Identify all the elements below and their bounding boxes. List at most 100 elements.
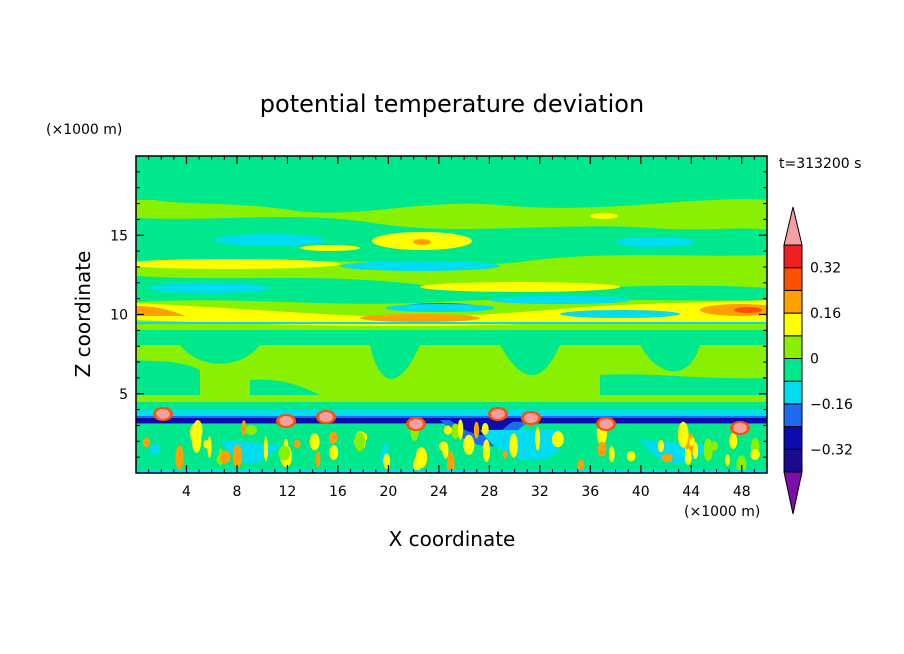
field-green-plume bbox=[136, 360, 200, 395]
field-cyan-patch bbox=[615, 237, 695, 247]
turbulence-cell bbox=[446, 451, 455, 473]
x-tick-label: 20 bbox=[379, 484, 397, 500]
y-axis: 5 10 15 bbox=[110, 171, 767, 458]
x-tick-label: 8 bbox=[232, 484, 241, 500]
colorbar-segment bbox=[783, 267, 803, 291]
field-red-patch bbox=[734, 307, 762, 313]
x-axis-label: X coordinate bbox=[389, 527, 516, 551]
colorbar-segment bbox=[783, 426, 803, 450]
y-tick-label: 10 bbox=[110, 308, 128, 324]
turbulence-cell bbox=[661, 453, 673, 463]
field-cyan-patch bbox=[560, 310, 680, 318]
turbulence-cell bbox=[509, 433, 518, 458]
field-green-plume bbox=[600, 374, 767, 395]
field-tropopause-line bbox=[136, 322, 767, 324]
colorbar: −0.32 −0.16 0 0.16 0.32 bbox=[783, 206, 853, 515]
turbulence-cell bbox=[657, 439, 665, 453]
turbulence-cell bbox=[703, 438, 713, 462]
turbulence-cell bbox=[142, 437, 151, 448]
turbulence-cell bbox=[232, 444, 243, 469]
field-yellow-patch bbox=[590, 213, 618, 219]
warm-plume-core bbox=[156, 409, 170, 419]
field-tropopause-orange bbox=[136, 306, 185, 316]
colorbar-segment bbox=[783, 403, 803, 428]
colorbar-segment bbox=[783, 335, 803, 359]
turbulence-cell bbox=[502, 450, 508, 459]
turbulence-cell bbox=[329, 445, 339, 460]
boundary-layer-marks bbox=[142, 407, 760, 473]
turbulence-cell bbox=[688, 437, 695, 447]
x-tick-label: 32 bbox=[531, 484, 549, 500]
turbulence-cell bbox=[481, 423, 489, 435]
colorbar-tick-label: 0.16 bbox=[810, 306, 841, 322]
turbulence-cell bbox=[482, 439, 490, 463]
x-axis: 4 8 12 16 20 24 28 32 36 40 44 48 bbox=[148, 156, 755, 500]
x-tick-label: 24 bbox=[430, 484, 448, 500]
warm-plume-core bbox=[491, 409, 505, 419]
colorbar-segment bbox=[783, 244, 803, 269]
field-cyan-pool bbox=[480, 430, 560, 461]
field-orange-patch bbox=[413, 239, 431, 245]
turbulence-cell bbox=[551, 431, 564, 448]
turbulence-cell bbox=[463, 434, 475, 455]
turbulence-cell bbox=[383, 453, 391, 469]
turbulence-cell bbox=[245, 424, 257, 436]
time-label: t=313200 s bbox=[779, 156, 861, 172]
field-yellow-patch bbox=[300, 245, 360, 251]
turbulence-cell bbox=[354, 432, 366, 452]
field-yellow-patch bbox=[136, 259, 340, 269]
turbulence-cell bbox=[328, 431, 338, 444]
field-cyan-patch bbox=[340, 261, 500, 271]
turbulence-cell bbox=[241, 420, 247, 436]
field-cyan-patch bbox=[215, 234, 325, 246]
x-unit-label: (×1000 m) bbox=[684, 504, 760, 520]
field-cyan-patch bbox=[490, 296, 630, 304]
x-tick-label: 44 bbox=[682, 484, 700, 500]
colorbar-segment bbox=[783, 289, 803, 314]
turbulence-cell bbox=[293, 439, 301, 449]
field-orange-patch bbox=[360, 314, 480, 322]
colorbar-tick-label: 0 bbox=[810, 352, 819, 368]
turbulence-cell bbox=[309, 433, 320, 451]
turbulence-cell bbox=[626, 451, 636, 462]
field-tropopause-yellow bbox=[136, 300, 767, 327]
turbulence-cell bbox=[457, 419, 464, 440]
contour-field bbox=[136, 156, 767, 473]
colorbar-extend-low bbox=[783, 471, 803, 515]
field-green-plume bbox=[250, 379, 320, 395]
turbulence-cell bbox=[203, 439, 211, 449]
turbulence-cell bbox=[149, 444, 161, 455]
turbulence-cell bbox=[415, 447, 428, 469]
colorbar-segment bbox=[783, 448, 803, 473]
turbulence-cell bbox=[451, 423, 460, 439]
turbulence-cell bbox=[677, 421, 689, 448]
field-green-plume bbox=[136, 330, 767, 379]
field-boundary-cyan bbox=[136, 410, 767, 418]
colorbar-tick-label: −0.32 bbox=[810, 442, 853, 458]
field-orange-patch bbox=[700, 304, 767, 316]
warm-plume-core bbox=[599, 419, 613, 429]
turbulence-cell bbox=[439, 441, 449, 452]
turbulence-cell bbox=[263, 436, 268, 462]
warm-plume-core bbox=[279, 416, 293, 426]
turbulence-cell bbox=[692, 442, 699, 460]
turbulence-cell bbox=[577, 459, 585, 473]
turbulence-cell bbox=[219, 450, 231, 464]
field-yellow-patch bbox=[420, 282, 620, 292]
x-tick-label: 48 bbox=[733, 484, 751, 500]
x-tick-label: 40 bbox=[632, 484, 650, 500]
turbulence-cell bbox=[191, 427, 202, 453]
turbulence-cell bbox=[175, 445, 184, 470]
colorbar-tick-label: 0.32 bbox=[810, 261, 841, 277]
turbulence-cell bbox=[473, 421, 480, 439]
turbulence-cell bbox=[729, 433, 738, 449]
turbulence-cell bbox=[710, 441, 719, 451]
warm-plume-core bbox=[409, 419, 423, 429]
colorbar-tick-label: −0.16 bbox=[810, 397, 853, 413]
turbulence-cell bbox=[608, 446, 615, 463]
field-band-green-top bbox=[136, 156, 767, 213]
field-cyan-patch bbox=[385, 304, 495, 312]
colorbar-segment bbox=[783, 358, 803, 382]
warm-plume-core bbox=[319, 412, 333, 422]
x-tick-label: 16 bbox=[329, 484, 347, 500]
